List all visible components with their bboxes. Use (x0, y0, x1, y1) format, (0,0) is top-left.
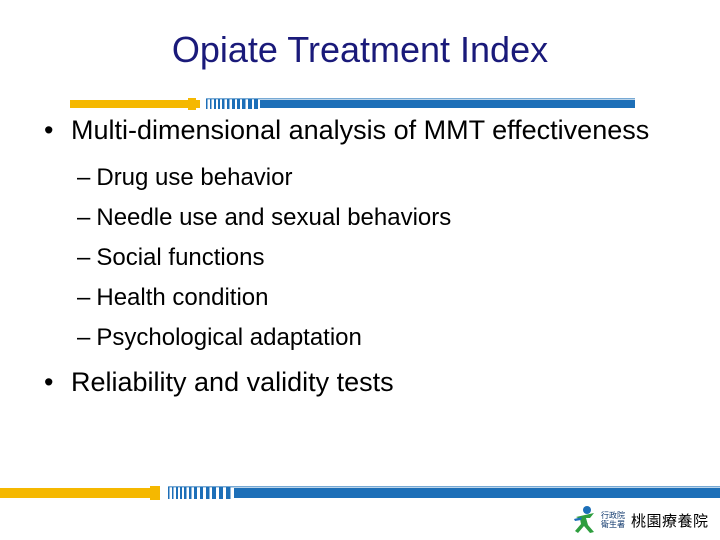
top-divider-bar (70, 98, 635, 110)
sub-bullet-item: – Psychological adaptation (77, 318, 684, 358)
sub-bullet-marker: – (77, 204, 91, 231)
sub-bullet-text: Needle use and sexual behaviors (96, 204, 452, 231)
sub-bullet-marker: – (77, 284, 91, 311)
bullet-list: • Multi-dimensional analysis of MMT effe… (44, 114, 684, 410)
figure-logo-icon (574, 506, 594, 533)
bullet-text: Multi-dimensional analysis of MMT effect… (71, 115, 650, 145)
sub-bullet-text: Health condition (96, 284, 269, 311)
bottom-divider-bar (0, 486, 720, 500)
bullet-item: • Multi-dimensional analysis of MMT effe… (44, 114, 684, 146)
slide-title: Opiate Treatment Index (171, 29, 549, 70)
sub-bullet-marker: – (77, 164, 91, 191)
sub-bullet-text: Psychological adaptation (96, 324, 362, 351)
sub-bullet-marker: – (77, 244, 91, 271)
sub-bullet-item: – Needle use and sexual behaviors (77, 198, 684, 238)
sub-bullet-item: – Health condition (77, 278, 684, 318)
sub-bullet-text: Drug use behavior (96, 164, 293, 191)
bullet-text: Reliability and validity tests (71, 367, 394, 397)
sub-bullet-list: – Drug use behavior – Needle use and sexua… (77, 158, 684, 358)
logo-small-text: 行政院 衛生署 (601, 511, 625, 529)
sub-bullet-marker: – (77, 324, 91, 351)
bullet-item: • Reliability and validity tests (44, 366, 684, 398)
bullet-marker: • (44, 115, 54, 145)
sub-bullet-text: Social functions (96, 244, 265, 271)
logo-small-line1: 行政院 (601, 511, 625, 520)
footer-logo: 行政院 衛生署 桃園療養院 (572, 504, 712, 536)
sub-bullet-item: – Drug use behavior (77, 158, 684, 198)
sub-bullet-item: – Social functions (77, 238, 684, 278)
logo-main-text: 桃園療養院 (631, 512, 709, 530)
bullet-marker: • (44, 367, 54, 397)
logo-small-line2: 衛生署 (601, 520, 625, 529)
